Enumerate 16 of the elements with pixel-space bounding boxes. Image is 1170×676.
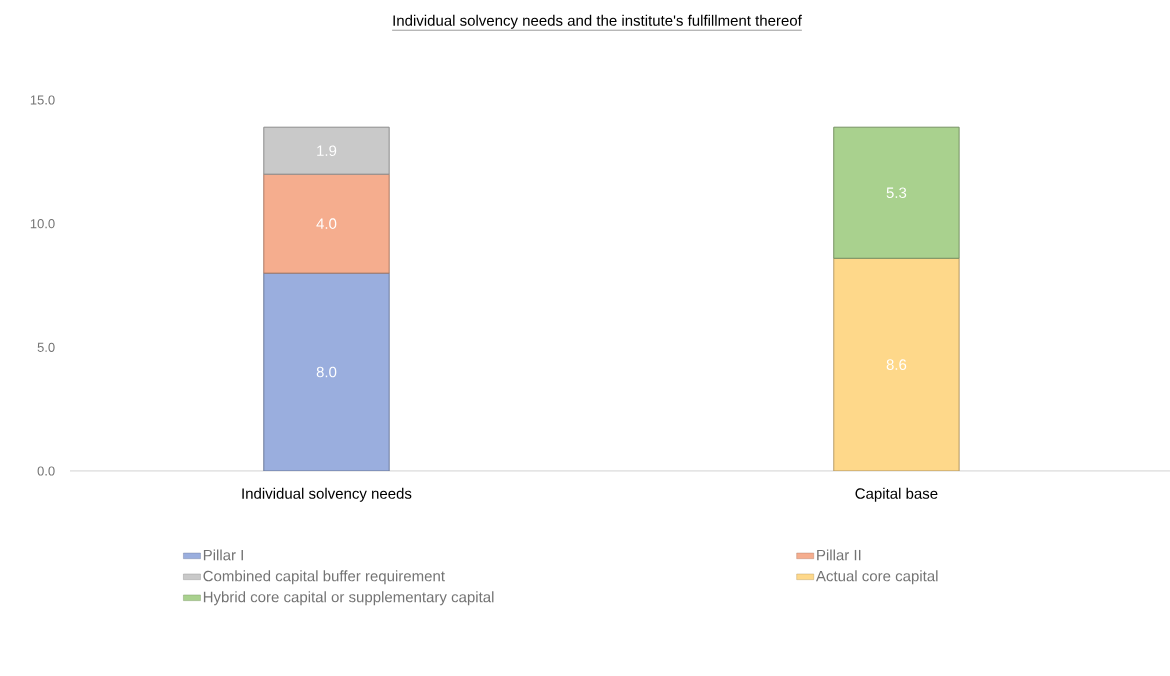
data-label: 5.3 bbox=[886, 187, 907, 199]
legend-label: Pillar II bbox=[817, 549, 861, 561]
y-tick-label: 10.0 bbox=[30, 219, 55, 229]
chart-title: Individual solvency needs and the institute's fulfillment thereof bbox=[393, 14, 802, 29]
legend-label: Hybrid core capital or supplementary capital bbox=[203, 591, 494, 606]
data-label: 4.0 bbox=[316, 218, 337, 229]
data-label: 8.0 bbox=[316, 366, 337, 378]
y-tick-label: 5.0 bbox=[37, 342, 55, 352]
x-tick-label: Individual solvency needs bbox=[242, 487, 412, 502]
legend-label: Pillar I bbox=[203, 549, 243, 561]
y-tick-label: 0.0 bbox=[37, 466, 55, 476]
data-label: 8.6 bbox=[886, 359, 907, 370]
x-tick-label: Capital base bbox=[855, 487, 938, 502]
y-tick-label: 15.0 bbox=[30, 95, 55, 105]
legend-label: Combined capital buffer requirement bbox=[203, 570, 445, 585]
legend-label: Actual core capital bbox=[815, 570, 938, 585]
